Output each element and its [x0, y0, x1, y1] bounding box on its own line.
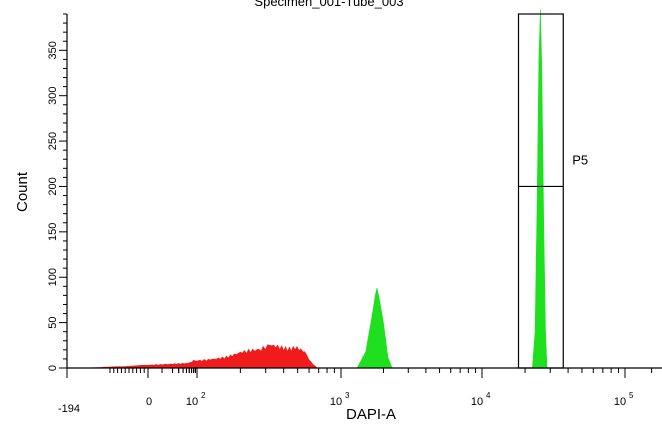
x-tick-label: 10: [471, 396, 483, 408]
y-tick-label: 100: [47, 268, 59, 286]
x-axis-label: DAPI-A: [346, 406, 396, 423]
histogram-series-3: [532, 9, 548, 369]
x-tick-exponent: 3: [345, 391, 350, 400]
y-tick-label: 150: [47, 223, 59, 241]
x-tick-label: -194: [58, 403, 80, 415]
x-tick-exponent: 5: [629, 391, 634, 400]
x-tick-label: 10: [186, 396, 198, 408]
x-tick-label: 0: [146, 396, 152, 408]
x-tick-label: 10: [614, 396, 626, 408]
y-tick-label: 350: [47, 41, 59, 59]
histogram-series-1: [87, 344, 318, 369]
histogram-series-2: [356, 288, 393, 369]
gate-p5-label: P5: [572, 152, 588, 167]
y-tick-label: 300: [47, 87, 59, 105]
y-tick-label: 250: [47, 132, 59, 150]
y-tick-label: 200: [47, 177, 59, 195]
chart-title: Specimen_001-Tube_003: [254, 0, 403, 9]
x-tick-exponent: 4: [486, 391, 491, 400]
y-axis-label: Count: [14, 171, 31, 212]
x-tick-label: 10: [330, 396, 342, 408]
y-tick-label: 50: [47, 316, 59, 328]
y-tick-label: 0: [47, 365, 59, 371]
x-tick-exponent: 2: [201, 391, 206, 400]
